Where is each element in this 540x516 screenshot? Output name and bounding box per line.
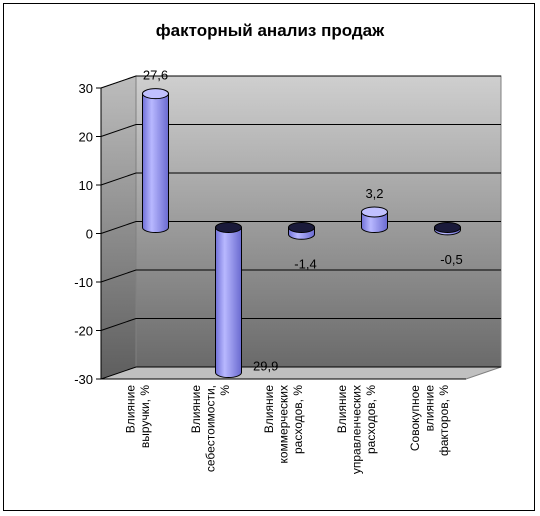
y-tick-label: -10	[74, 275, 93, 290]
bar	[361, 206, 388, 233]
bar-cap	[215, 222, 242, 233]
data-labels: 27,6 -29,9 -1,4 3,2 -0,5	[143, 68, 463, 374]
data-label: -29,9	[249, 359, 279, 374]
category-label-line: выручки, %	[138, 385, 152, 448]
bar	[142, 88, 169, 233]
y-tick-label: 30	[79, 81, 93, 96]
y-tick-label: 0	[86, 227, 93, 242]
category-label-line: расходов, %	[291, 385, 305, 454]
category-label: Влияние себестоимости,%	[189, 385, 232, 472]
gridline	[100, 318, 501, 331]
data-label: 3,2	[365, 186, 383, 201]
chart-title: факторный анализ продаж	[156, 21, 385, 40]
category-label: Влияние выручки, %	[123, 385, 152, 448]
bars	[142, 88, 461, 379]
data-label: 27,6	[143, 68, 168, 83]
bar-body	[215, 227, 242, 379]
category-label-line: Влияние	[189, 385, 203, 434]
bar-cap	[434, 222, 461, 233]
category-label-line: %	[218, 385, 232, 396]
category-label: Влияние коммерческих расходов, %	[262, 385, 305, 464]
category-label-line: Влияние	[335, 385, 349, 434]
y-axis: 30 20 10 0 -10 -20 -30	[74, 81, 466, 387]
category-labels: Влияние выручки, % Влияние себестоимости,% В…	[123, 385, 451, 474]
y-tick-label: -20	[74, 324, 93, 339]
bar	[288, 222, 315, 240]
bar-body	[361, 211, 388, 233]
bar	[434, 222, 461, 236]
category-label-line: факторов, %	[437, 385, 451, 456]
category-label-line: управленческих	[350, 385, 364, 474]
bar-cap	[361, 206, 388, 218]
y-tick-label: 20	[79, 130, 93, 145]
gridline	[100, 366, 501, 380]
y-tick-label: -30	[74, 372, 93, 387]
bar-body	[142, 93, 169, 233]
data-label: -0,5	[440, 252, 462, 267]
bar	[215, 222, 242, 379]
gridline	[100, 269, 501, 283]
category-label-line: Влияние	[262, 385, 276, 434]
y-tick-label: 10	[79, 178, 93, 193]
gridline	[100, 75, 501, 89]
category-label-line: себестоимости,	[204, 385, 218, 472]
category-label-line: Влияние	[123, 385, 137, 434]
category-label-line: влияние	[423, 385, 437, 432]
bar-cap	[142, 88, 169, 100]
category-label-line: Совокупное	[408, 385, 422, 451]
floor	[100, 366, 502, 380]
gridline	[100, 172, 501, 186]
category-label-line: коммерческих	[277, 385, 291, 464]
data-label: -1,4	[294, 256, 316, 271]
gridline	[100, 124, 501, 137]
bar-cap	[288, 222, 315, 233]
category-label: Влияние управленческих расходов, %	[335, 385, 378, 474]
category-label-line: расходов, %	[364, 385, 378, 454]
gridlines	[100, 75, 501, 380]
category-label: Совокупное влияние факторов, %	[408, 385, 451, 456]
